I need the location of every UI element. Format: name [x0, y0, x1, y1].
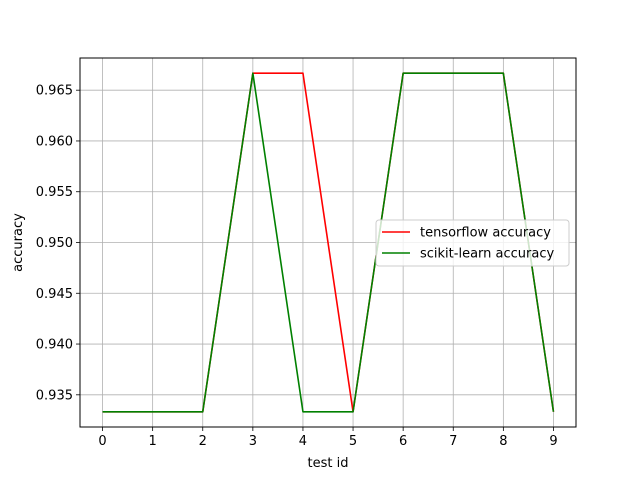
x-axis-ticks: 0 1 2 3 4 5 6 7 8 9 — [98, 427, 558, 449]
x-tick-label: 0 — [98, 434, 106, 449]
y-tick-label: 0.965 — [36, 84, 73, 99]
x-tick-label: 1 — [149, 434, 157, 449]
legend-box — [375, 219, 570, 267]
x-tick-label: 6 — [399, 434, 407, 449]
y-tick-label: 0.935 — [36, 388, 73, 403]
y-tick-label: 0.940 — [36, 338, 73, 353]
series-line-scikit-learn — [102, 72, 555, 413]
legend-label-tensorflow: tensorflow accuracy — [420, 226, 551, 241]
series-lines — [102, 72, 555, 413]
y-tick-label: 0.960 — [36, 134, 73, 149]
x-axis-title: test id — [308, 456, 349, 471]
legend-label-scikit-learn: scikit-learn accuracy — [420, 247, 554, 262]
y-axis-title: accuracy — [11, 213, 26, 272]
x-tick-label: 7 — [449, 434, 457, 449]
legend: tensorflow accuracy scikit-learn accurac… — [375, 219, 570, 267]
y-tick-label: 0.945 — [36, 287, 73, 302]
x-tick-label: 4 — [299, 434, 307, 449]
y-tick-label: 0.955 — [36, 185, 73, 200]
y-tick-label: 0.950 — [36, 236, 73, 251]
x-tick-label: 2 — [199, 434, 207, 449]
x-tick-label: 9 — [549, 434, 557, 449]
x-tick-label: 5 — [349, 434, 357, 449]
x-tick-label: 8 — [499, 434, 507, 449]
y-axis-ticks: 0.935 0.940 0.945 0.950 0.955 0.960 0.965 — [36, 84, 80, 403]
x-tick-label: 3 — [249, 434, 257, 449]
